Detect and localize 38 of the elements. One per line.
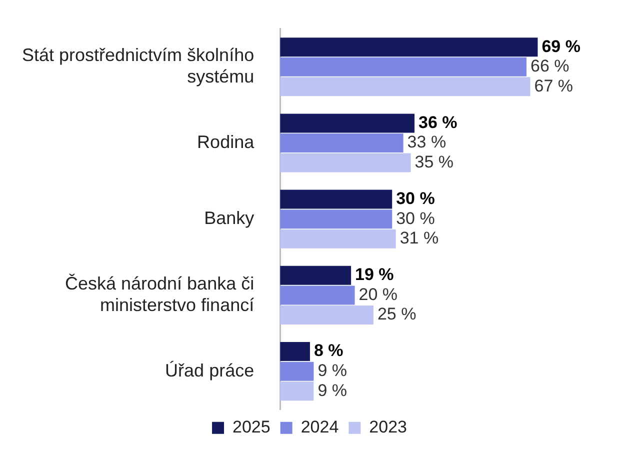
data-label: 66 % (530, 56, 570, 76)
bar (280, 133, 404, 152)
bar (280, 57, 527, 76)
bar (280, 153, 411, 172)
data-label: 36 % (418, 112, 458, 132)
data-label: 30 % (396, 188, 435, 208)
data-label: 69 % (542, 36, 580, 56)
data-label: 30 % (396, 208, 435, 228)
data-label: 9 % (318, 380, 347, 400)
legend-label: 2025 (232, 418, 270, 437)
y-tick-label: Stát prostřednictvím školního systému (22, 45, 254, 87)
data-label: 33 % (407, 132, 446, 152)
bar (280, 190, 392, 209)
y-tick-label: Banky (204, 208, 254, 228)
bar (280, 382, 314, 401)
y-tick-label: Rodina (197, 132, 256, 152)
bar (280, 266, 352, 285)
bar (280, 286, 355, 305)
legend-label: 2023 (369, 418, 407, 437)
bar (280, 362, 314, 381)
data-label: 25 % (377, 304, 416, 324)
bar (280, 114, 415, 133)
bar (280, 210, 392, 229)
legend-label: 2024 (300, 418, 339, 437)
data-label: 9 % (318, 361, 347, 380)
y-tick-label: Úřad práce (165, 360, 254, 380)
bar (280, 306, 374, 325)
data-label: 19 % (355, 265, 394, 284)
bar (280, 38, 538, 57)
data-label: 20 % (358, 284, 398, 304)
bar (280, 77, 530, 96)
data-label: 31 % (400, 228, 439, 248)
data-label: 8 % (314, 341, 344, 360)
bar (280, 229, 396, 248)
y-tick-label: Česká národní banka či ministerstvo financí (64, 273, 254, 315)
data-label: 67 % (534, 76, 573, 96)
data-label: 35 % (414, 152, 454, 172)
bar (280, 342, 310, 362)
